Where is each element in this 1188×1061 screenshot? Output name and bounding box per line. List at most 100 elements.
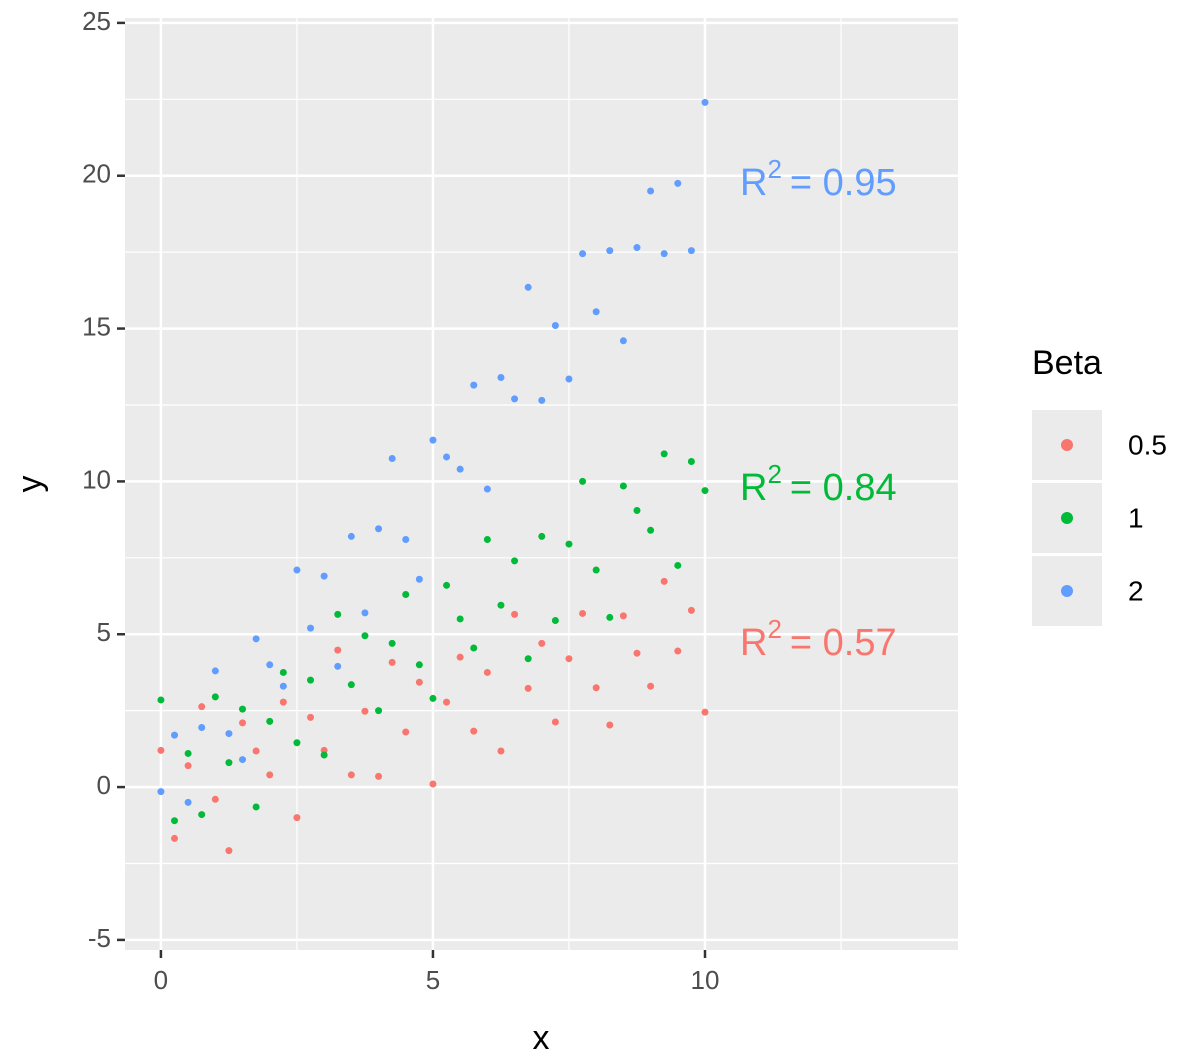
point [184,798,192,806]
point [483,668,491,676]
point [456,465,464,473]
point [334,610,342,618]
point [252,747,260,755]
point [647,187,655,195]
point [674,647,682,655]
point [497,747,505,755]
annotation-base: R [740,162,767,204]
x-tick-label: 5 [426,965,440,995]
annotation-rest: = 0.57 [790,622,897,664]
annotation-base: R [740,622,767,664]
point [375,772,383,780]
point [538,396,546,404]
point [320,751,328,759]
y-tick-label: 5 [97,617,111,647]
point [551,718,559,726]
point [429,780,437,788]
point [361,707,369,715]
point [470,727,478,735]
point [579,477,587,485]
point [239,705,247,713]
point [320,572,328,580]
point [184,762,192,770]
point [429,436,437,444]
legend-marker [1061,512,1073,524]
point [456,653,464,661]
point [429,694,437,702]
series [157,98,709,806]
point [538,532,546,540]
point [225,847,233,855]
point [279,698,287,706]
point [293,566,301,574]
point [293,814,301,822]
point [565,655,573,663]
point [619,612,627,620]
point [497,373,505,381]
point [211,795,219,803]
point [293,739,301,747]
y-tick-label: 10 [82,464,111,494]
point [415,575,423,583]
point [647,682,655,690]
point [307,624,315,632]
point [619,337,627,345]
point [592,684,600,692]
point [701,708,709,716]
point [375,707,383,715]
point [388,639,396,647]
point [497,601,505,609]
point [579,250,587,258]
point [551,616,559,624]
point [701,98,709,106]
point [592,566,600,574]
point [524,684,532,692]
point [239,756,247,764]
point [347,681,355,689]
point [565,540,573,548]
series [157,450,709,825]
point [619,482,627,490]
series [157,577,709,855]
point [307,676,315,684]
point [687,458,695,466]
point [687,606,695,614]
point [388,454,396,462]
point [606,247,614,255]
point [538,639,546,647]
point [347,771,355,779]
point [266,717,274,725]
point [211,693,219,701]
point [443,453,451,461]
point [198,811,206,819]
point [606,721,614,729]
legend-label: 1 [1128,502,1144,533]
point [198,723,206,731]
point [266,771,274,779]
point [375,525,383,533]
point [511,395,519,403]
point [456,615,464,623]
legend-marker [1061,585,1073,597]
point [660,450,668,458]
point [184,749,192,757]
y-axis-title: y [11,476,49,493]
point [483,485,491,493]
point [171,731,179,739]
point [606,613,614,621]
point [239,719,247,727]
r2-annotation: R2 = 0.95 [740,154,897,204]
annotation-sup: 2 [767,154,781,184]
point [524,283,532,291]
point [511,610,519,618]
legend-label: 0.5 [1128,429,1167,460]
point [334,646,342,654]
point [402,728,410,736]
point [347,532,355,540]
r2-annotation: R2 = 0.84 [740,459,897,509]
annotation-rest: = 0.84 [790,467,897,509]
point [252,635,260,643]
point [579,609,587,617]
y-tick-label: 20 [82,159,111,189]
x-tick-label: 10 [691,965,720,995]
